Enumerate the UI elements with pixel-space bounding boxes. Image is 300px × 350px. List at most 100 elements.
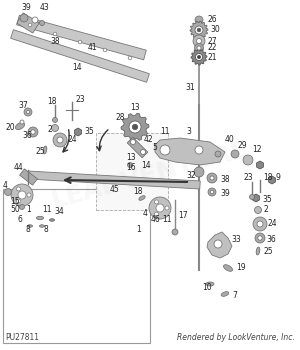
Circle shape [129, 121, 141, 133]
Ellipse shape [15, 122, 25, 130]
Text: 8: 8 [26, 224, 31, 233]
Text: 15: 15 [10, 197, 20, 206]
Text: 44: 44 [14, 163, 24, 173]
Ellipse shape [37, 216, 44, 220]
Ellipse shape [206, 282, 214, 286]
Circle shape [214, 240, 222, 248]
Text: 38: 38 [50, 37, 60, 47]
Polygon shape [207, 232, 232, 258]
Polygon shape [191, 49, 207, 65]
Circle shape [197, 55, 201, 58]
Circle shape [20, 204, 25, 210]
Circle shape [243, 155, 253, 165]
Text: 36: 36 [266, 236, 276, 245]
Circle shape [4, 189, 11, 196]
Ellipse shape [224, 265, 232, 271]
Polygon shape [20, 169, 38, 185]
Text: 45: 45 [110, 186, 120, 195]
Text: 12: 12 [252, 146, 262, 154]
Circle shape [103, 48, 107, 52]
Text: 2: 2 [47, 126, 52, 134]
Polygon shape [190, 21, 208, 39]
Text: 27: 27 [207, 36, 217, 46]
Text: 5: 5 [152, 144, 157, 153]
Text: 24: 24 [268, 219, 278, 229]
Polygon shape [74, 128, 82, 136]
Polygon shape [256, 161, 263, 169]
Polygon shape [28, 171, 200, 189]
Text: 18: 18 [47, 98, 56, 106]
Circle shape [196, 38, 202, 43]
Circle shape [57, 137, 63, 143]
Circle shape [257, 221, 263, 227]
Circle shape [130, 140, 136, 145]
Circle shape [40, 21, 44, 26]
Circle shape [210, 190, 214, 194]
Ellipse shape [40, 225, 44, 227]
Text: Rendered by LookVenture, Inc.: Rendered by LookVenture, Inc. [177, 333, 295, 342]
Text: 29: 29 [237, 140, 247, 149]
Circle shape [16, 187, 20, 191]
Text: 20: 20 [6, 124, 16, 133]
Polygon shape [17, 15, 146, 60]
Circle shape [253, 217, 267, 231]
Ellipse shape [221, 292, 229, 296]
Circle shape [207, 173, 217, 183]
Polygon shape [253, 194, 260, 202]
Circle shape [31, 130, 35, 134]
Circle shape [132, 124, 138, 130]
Text: 11: 11 [160, 127, 169, 136]
Circle shape [128, 162, 133, 168]
Circle shape [195, 16, 203, 24]
Circle shape [154, 200, 158, 204]
Text: 35: 35 [262, 196, 272, 204]
Circle shape [193, 35, 205, 47]
Circle shape [215, 151, 221, 157]
Text: 30: 30 [210, 26, 220, 35]
Circle shape [28, 127, 38, 137]
Text: 42: 42 [144, 135, 154, 145]
Polygon shape [121, 113, 149, 141]
Circle shape [53, 133, 67, 147]
Text: 11: 11 [162, 216, 172, 224]
Bar [3, 189, 150, 343]
Ellipse shape [256, 247, 260, 255]
Circle shape [128, 56, 132, 60]
Text: 13: 13 [130, 104, 140, 112]
Circle shape [165, 206, 169, 210]
Text: 19: 19 [236, 264, 246, 273]
Circle shape [53, 32, 57, 36]
Polygon shape [17, 13, 39, 33]
Circle shape [149, 197, 171, 219]
Circle shape [160, 145, 170, 155]
Text: 13: 13 [126, 154, 136, 162]
Circle shape [20, 120, 24, 124]
Text: 43: 43 [40, 4, 50, 13]
Circle shape [250, 195, 254, 200]
Text: 16: 16 [126, 162, 136, 172]
Text: 26: 26 [207, 15, 217, 24]
Text: 2: 2 [264, 205, 269, 215]
Circle shape [231, 150, 239, 158]
Text: 28: 28 [116, 113, 125, 122]
Circle shape [154, 212, 158, 216]
Text: 39: 39 [220, 189, 230, 198]
Circle shape [197, 28, 201, 32]
Circle shape [32, 17, 38, 23]
Text: 6: 6 [18, 216, 23, 224]
Text: 1: 1 [136, 224, 141, 233]
Bar [96, 133, 168, 210]
Text: 17: 17 [178, 210, 188, 219]
Circle shape [78, 40, 82, 44]
Text: 34: 34 [54, 208, 64, 217]
Text: 25: 25 [264, 247, 274, 257]
Text: 18: 18 [263, 174, 272, 182]
Text: LEADVENTURE: LEADVENTURE [49, 137, 251, 213]
Circle shape [26, 111, 29, 113]
Text: 21: 21 [207, 52, 217, 62]
Text: 25: 25 [36, 147, 46, 156]
Text: 39: 39 [21, 4, 31, 13]
Circle shape [195, 26, 203, 34]
Circle shape [255, 233, 265, 243]
Text: 31: 31 [185, 83, 195, 91]
